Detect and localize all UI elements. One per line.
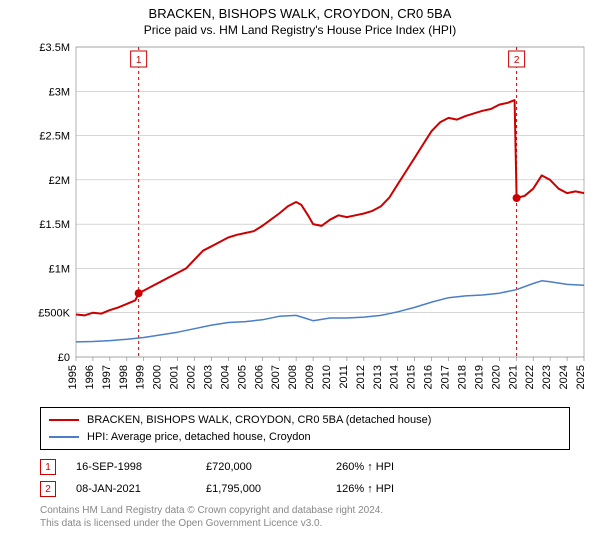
svg-text:2019: 2019 (473, 365, 485, 389)
svg-text:2015: 2015 (406, 365, 418, 389)
svg-text:£2.5M: £2.5M (39, 131, 70, 143)
legend-label-1: BRACKEN, BISHOPS WALK, CROYDON, CR0 5BA … (87, 412, 431, 429)
svg-text:2020: 2020 (490, 365, 502, 389)
svg-text:2000: 2000 (152, 365, 164, 389)
legend-row-1: BRACKEN, BISHOPS WALK, CROYDON, CR0 5BA … (49, 412, 561, 429)
svg-text:£1M: £1M (49, 263, 70, 275)
svg-text:1: 1 (136, 55, 142, 66)
legend-swatch-2 (49, 436, 79, 438)
svg-text:2001: 2001 (169, 365, 181, 389)
svg-text:£3.5M: £3.5M (39, 42, 70, 54)
svg-text:1998: 1998 (118, 365, 130, 389)
footnote-line-1: Contains HM Land Registry data © Crown c… (40, 504, 570, 517)
svg-text:£0: £0 (58, 352, 70, 364)
svg-text:2003: 2003 (202, 365, 214, 389)
page-title: BRACKEN, BISHOPS WALK, CROYDON, CR0 5BA (0, 0, 600, 21)
footnote-line-2: This data is licensed under the Open Gov… (40, 517, 570, 530)
svg-text:1995: 1995 (67, 365, 79, 389)
svg-text:2008: 2008 (287, 365, 299, 389)
svg-text:2018: 2018 (456, 365, 468, 389)
legend-box: BRACKEN, BISHOPS WALK, CROYDON, CR0 5BA … (40, 407, 570, 450)
svg-text:2013: 2013 (372, 365, 384, 389)
svg-text:2005: 2005 (236, 365, 248, 389)
svg-text:2012: 2012 (355, 365, 367, 389)
event-pct-2: 126% ↑ HPI (336, 483, 394, 495)
event-price-2: £1,795,000 (206, 483, 336, 495)
event-badge-1: 1 (40, 459, 56, 475)
events-table: 1 16-SEP-1998 £720,000 260% ↑ HPI 2 08-J… (40, 456, 570, 500)
svg-text:2007: 2007 (270, 365, 282, 389)
svg-text:2: 2 (514, 55, 520, 66)
event-pct-1: 260% ↑ HPI (336, 461, 394, 473)
svg-text:£2M: £2M (49, 175, 70, 187)
footnote: Contains HM Land Registry data © Crown c… (40, 504, 570, 530)
svg-text:2009: 2009 (304, 365, 316, 389)
svg-text:1999: 1999 (135, 365, 147, 389)
line-chart-svg: £0 £500K £1M £1.5M £2M £2.5M £3M £3.5M 1995 1996 1… (30, 41, 590, 401)
chart-area: £0 £500K £1M £1.5M £2M £2.5M £3M £3.5M 1995 1996 1… (30, 41, 590, 401)
svg-text:2014: 2014 (389, 365, 401, 389)
svg-text:2011: 2011 (338, 365, 350, 389)
svg-text:2002: 2002 (186, 365, 198, 389)
event-row-1: 1 16-SEP-1998 £720,000 260% ↑ HPI (40, 456, 570, 478)
svg-text:2025: 2025 (575, 365, 587, 389)
svg-text:2024: 2024 (558, 365, 570, 389)
event-badge-2: 2 (40, 481, 56, 497)
svg-text:£3M: £3M (49, 86, 70, 98)
svg-text:£1.5M: £1.5M (39, 219, 70, 231)
svg-text:1997: 1997 (101, 365, 113, 389)
legend-swatch-1 (49, 419, 79, 421)
svg-text:2022: 2022 (524, 365, 536, 389)
chart-container: BRACKEN, BISHOPS WALK, CROYDON, CR0 5BA … (0, 0, 600, 560)
event-date-1: 16-SEP-1998 (76, 461, 206, 473)
svg-text:£500K: £500K (38, 308, 70, 320)
svg-text:2017: 2017 (440, 365, 452, 389)
svg-text:2006: 2006 (253, 365, 265, 389)
svg-text:2016: 2016 (423, 365, 435, 389)
svg-text:2004: 2004 (219, 365, 231, 389)
svg-text:2023: 2023 (541, 365, 553, 389)
legend-label-2: HPI: Average price, detached house, Croy… (87, 429, 311, 446)
event-row-2: 2 08-JAN-2021 £1,795,000 126% ↑ HPI (40, 478, 570, 500)
legend-row-2: HPI: Average price, detached house, Croy… (49, 429, 561, 446)
page-subtitle: Price paid vs. HM Land Registry's House … (0, 21, 600, 41)
svg-text:1996: 1996 (84, 365, 96, 389)
event-price-1: £720,000 (206, 461, 336, 473)
event-date-2: 08-JAN-2021 (76, 483, 206, 495)
svg-text:2010: 2010 (321, 365, 333, 389)
svg-text:2021: 2021 (507, 365, 519, 389)
